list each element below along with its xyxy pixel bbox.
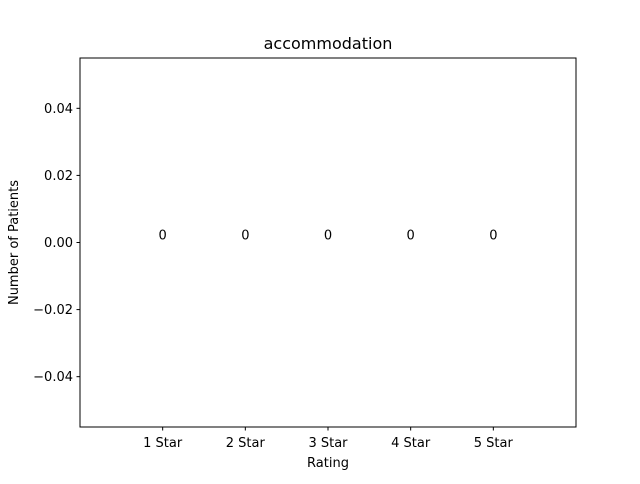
- y-tick-label-0: −0.04: [33, 370, 73, 385]
- y-axis: −0.04 −0.02 0.00 0.02 0.04: [33, 102, 80, 385]
- y-tick-label-3: 0.02: [44, 169, 73, 184]
- data-labels: 0 0 0 0 0: [159, 229, 498, 244]
- x-tick-label-1: 2 Star: [226, 436, 266, 451]
- y-axis-label: Number of Patients: [7, 180, 22, 305]
- y-tick-label-1: −0.02: [33, 303, 73, 318]
- x-tick-label-3: 4 Star: [391, 436, 431, 451]
- data-label-1: 0: [241, 229, 249, 244]
- x-axis-label: Rating: [307, 456, 349, 471]
- data-label-3: 0: [407, 229, 415, 244]
- x-axis: 1 Star 2 Star 3 Star 4 Star 5 Star: [143, 427, 514, 451]
- data-label-4: 0: [489, 229, 497, 244]
- x-tick-label-4: 5 Star: [474, 436, 514, 451]
- y-tick-label-2: 0.00: [44, 236, 73, 251]
- x-tick-label-2: 3 Star: [308, 436, 348, 451]
- data-label-0: 0: [159, 229, 167, 244]
- data-label-2: 0: [324, 229, 332, 244]
- y-tick-label-4: 0.04: [44, 102, 73, 117]
- chart-title: accommodation: [264, 34, 393, 53]
- x-tick-label-0: 1 Star: [143, 436, 183, 451]
